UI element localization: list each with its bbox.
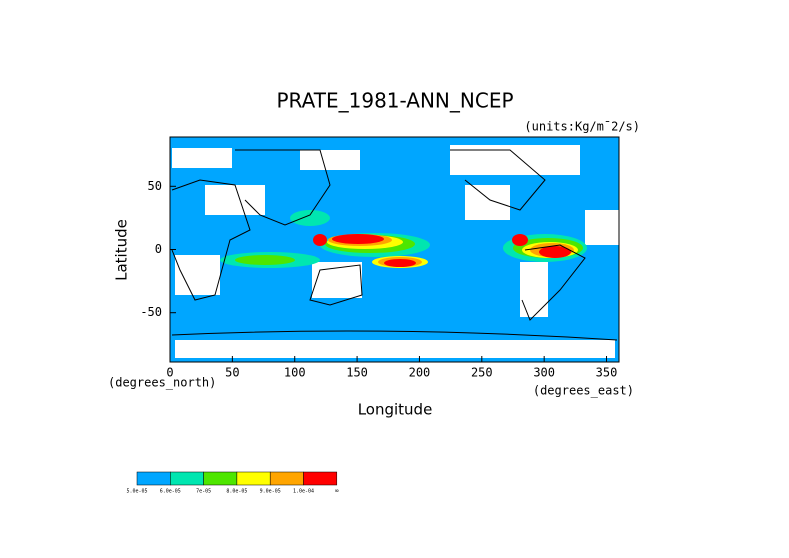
colorbar-label: 7e-05 bbox=[196, 489, 211, 495]
field bbox=[169, 136, 620, 363]
colorbar-label: 6.0e-05 bbox=[160, 489, 181, 495]
x-tick-label: 50 bbox=[225, 366, 239, 380]
y-units: (degrees_north) bbox=[108, 376, 216, 390]
x-tick-label: 200 bbox=[409, 366, 431, 380]
colorbar-box bbox=[236, 471, 271, 486]
x-tick-label: 350 bbox=[596, 366, 618, 380]
x-tick-label: 150 bbox=[346, 366, 368, 380]
x-tick-label: 0 bbox=[166, 366, 173, 380]
colorbar-box bbox=[203, 471, 238, 486]
units: (units:Kg/m¯2/s) bbox=[524, 120, 640, 134]
colorbar-box bbox=[303, 471, 338, 486]
x-units: (degrees_east) bbox=[533, 384, 634, 398]
chart-title: PRATE_1981-ANN_NCEP bbox=[276, 89, 513, 113]
x-tick-label: 300 bbox=[533, 366, 555, 380]
y-axis-label: Latitude bbox=[113, 219, 131, 281]
colorbar-label: 1.0e-04 bbox=[293, 489, 314, 495]
colorbar-box bbox=[170, 471, 204, 486]
x-tick-label: 250 bbox=[471, 366, 493, 380]
x-tick-label: 100 bbox=[284, 366, 306, 380]
y-tick-label: -50 bbox=[140, 305, 162, 319]
colorbar-label: ∞ bbox=[335, 488, 339, 495]
y-tick-label: 50 bbox=[148, 179, 162, 193]
colorbar-box bbox=[136, 471, 171, 486]
y-tick-label: 0 bbox=[155, 242, 162, 256]
colorbar-box bbox=[269, 471, 304, 486]
colorbar-label: 8.0e-05 bbox=[226, 489, 247, 495]
colorbar-label: 9.0e-05 bbox=[260, 489, 281, 495]
colorbar-label: 5.0e-05 bbox=[126, 489, 147, 495]
x-axis-label: Longitude bbox=[358, 401, 433, 419]
